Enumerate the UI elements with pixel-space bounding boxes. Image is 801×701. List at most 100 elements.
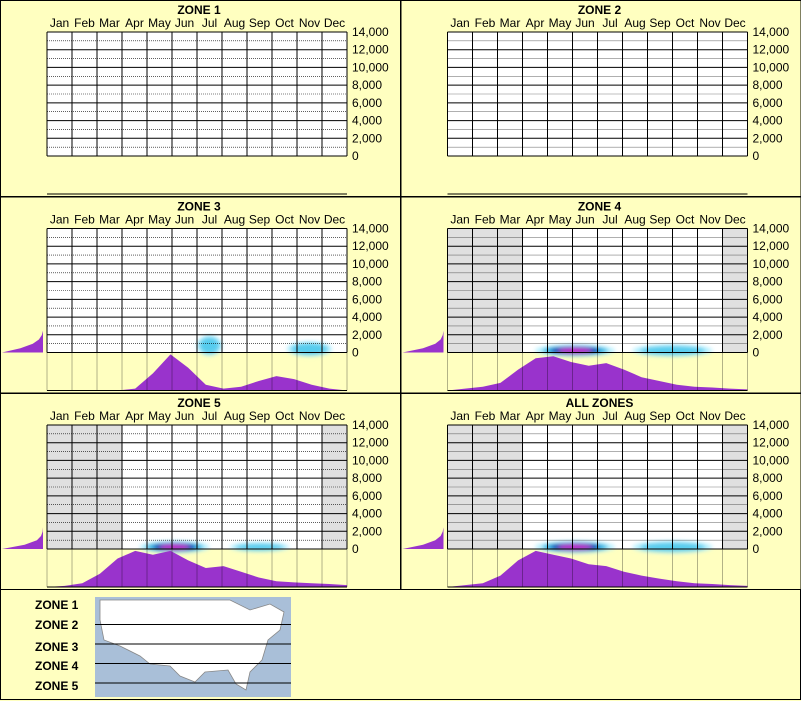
month-label: Apr — [125, 16, 144, 30]
y-tick-label: 6,000 — [352, 489, 382, 503]
month-label: Jan — [450, 213, 469, 227]
month-label: Oct — [676, 409, 695, 423]
elevation-distribution-area — [2, 309, 43, 353]
y-tick-label: 10,000 — [753, 257, 790, 271]
month-label: Jun — [575, 16, 594, 30]
y-tick-label: 2,000 — [352, 524, 382, 538]
month-label: Oct — [275, 213, 294, 227]
month-label: Dec — [324, 16, 345, 30]
y-tick-label: 2,000 — [352, 328, 382, 342]
y-tick-label: 2,000 — [753, 524, 783, 538]
out-of-season-band — [722, 228, 748, 353]
month-label: Feb — [74, 213, 95, 227]
y-tick-label: 8,000 — [753, 275, 783, 289]
month-label: Jun — [175, 16, 194, 30]
y-tick-label: 14,000 — [753, 222, 790, 236]
zone-panel: ALL ZONES Jan Feb Mar Apr May Jun Jul Aug Sep Oct N… — [400, 393, 801, 590]
y-tick-label: 14,000 — [753, 25, 790, 39]
elevation-distribution-area — [2, 505, 43, 549]
y-tick-label: 12,000 — [352, 239, 389, 253]
month-label: Jan — [450, 16, 469, 30]
y-tick-label: 10,000 — [352, 60, 389, 74]
month-label: Jun — [175, 213, 194, 227]
month-label: May — [148, 213, 171, 227]
month-label: Oct — [275, 16, 294, 30]
month-label: Dec — [724, 213, 745, 227]
y-tick-label: 4,000 — [352, 114, 382, 128]
month-label: Jul — [602, 409, 617, 423]
month-label: Nov — [699, 213, 720, 227]
y-tick-label: 0 — [352, 346, 359, 360]
y-tick-label: 2,000 — [753, 131, 783, 145]
month-label: Apr — [526, 16, 545, 30]
zone-legend-label: ZONE 1 — [35, 598, 79, 612]
elevation-distribution-area — [402, 309, 444, 353]
month-label: May — [549, 16, 572, 30]
month-label: Dec — [324, 213, 345, 227]
zone-panel: ZONE 5 Jan Feb Mar Apr May Jun Jul Aug Sep Oct Nov D… — [0, 393, 401, 590]
zone-legend: ZONE 1 ZONE 2 ZONE 3 ZONE 4 ZONE 5 — [0, 589, 801, 700]
month-label: Apr — [125, 409, 144, 423]
month-label: Aug — [224, 409, 245, 423]
out-of-season-band — [322, 425, 347, 549]
month-label: Jun — [575, 213, 594, 227]
month-label: Jan — [50, 16, 69, 30]
y-tick-label: 8,000 — [352, 471, 382, 485]
month-label: Sep — [649, 213, 671, 227]
heat-blob — [197, 335, 222, 356]
month-label: Feb — [74, 409, 95, 423]
y-tick-label: 0 — [753, 542, 760, 556]
y-tick-label: 14,000 — [753, 418, 790, 432]
y-tick-label: 4,000 — [753, 114, 783, 128]
panel-title: ZONE 4 — [578, 200, 622, 214]
month-label: Mar — [99, 213, 120, 227]
month-label: May — [148, 16, 171, 30]
out-of-season-band — [472, 228, 498, 353]
y-tick-label: 6,000 — [753, 96, 783, 110]
month-label: Oct — [676, 16, 695, 30]
month-label: Dec — [724, 16, 745, 30]
month-label: Sep — [249, 16, 271, 30]
heat-blob — [229, 542, 290, 552]
zone-panel: ZONE 1 Jan Feb Mar Apr May Jun Jul Aug Sep Oct Nov D… — [0, 0, 401, 197]
month-label: Nov — [299, 213, 320, 227]
y-tick-label: 10,000 — [352, 453, 389, 467]
month-label: Jun — [575, 409, 594, 423]
zone-legend-label: ZONE 3 — [35, 640, 79, 654]
month-label: Aug — [224, 213, 245, 227]
month-label: May — [148, 409, 171, 423]
y-tick-label: 10,000 — [753, 60, 790, 74]
y-tick-label: 4,000 — [352, 310, 382, 324]
out-of-season-band — [72, 425, 97, 549]
zone-panel: ZONE 3 Jan Feb Mar Apr May Jun Jul Aug Sep Oct Nov D… — [0, 196, 401, 394]
y-tick-label: 14,000 — [352, 222, 389, 236]
month-label: Jul — [602, 16, 617, 30]
y-tick-label: 12,000 — [753, 436, 790, 450]
month-label: Nov — [299, 409, 320, 423]
zone-panel: ZONE 2 Jan Feb Mar Apr May Jun Jul Aug Sep Oct Nov D… — [400, 0, 801, 197]
month-label: Aug — [624, 213, 645, 227]
y-tick-label: 14,000 — [352, 418, 389, 432]
y-tick-label: 6,000 — [753, 489, 783, 503]
y-tick-label: 6,000 — [352, 96, 382, 110]
month-label: Mar — [500, 409, 521, 423]
month-label: Mar — [500, 16, 521, 30]
month-label: Mar — [99, 409, 120, 423]
month-label: Sep — [649, 409, 671, 423]
panel-title: ZONE 1 — [177, 3, 221, 17]
month-label: Sep — [249, 213, 271, 227]
month-label: Apr — [526, 409, 545, 423]
y-tick-label: 6,000 — [352, 292, 382, 306]
y-tick-label: 10,000 — [753, 453, 790, 467]
y-tick-label: 12,000 — [352, 436, 389, 450]
month-label: Mar — [500, 213, 521, 227]
zone-legend-label: ZONE 2 — [35, 618, 79, 632]
month-label: Mar — [99, 16, 120, 30]
y-tick-label: 12,000 — [352, 43, 389, 57]
month-label: Nov — [299, 16, 320, 30]
y-tick-label: 8,000 — [352, 275, 382, 289]
panel-title: ZONE 5 — [177, 396, 221, 410]
y-tick-label: 4,000 — [352, 507, 382, 521]
y-tick-label: 0 — [753, 346, 760, 360]
panel-title: ALL ZONES — [566, 396, 634, 410]
